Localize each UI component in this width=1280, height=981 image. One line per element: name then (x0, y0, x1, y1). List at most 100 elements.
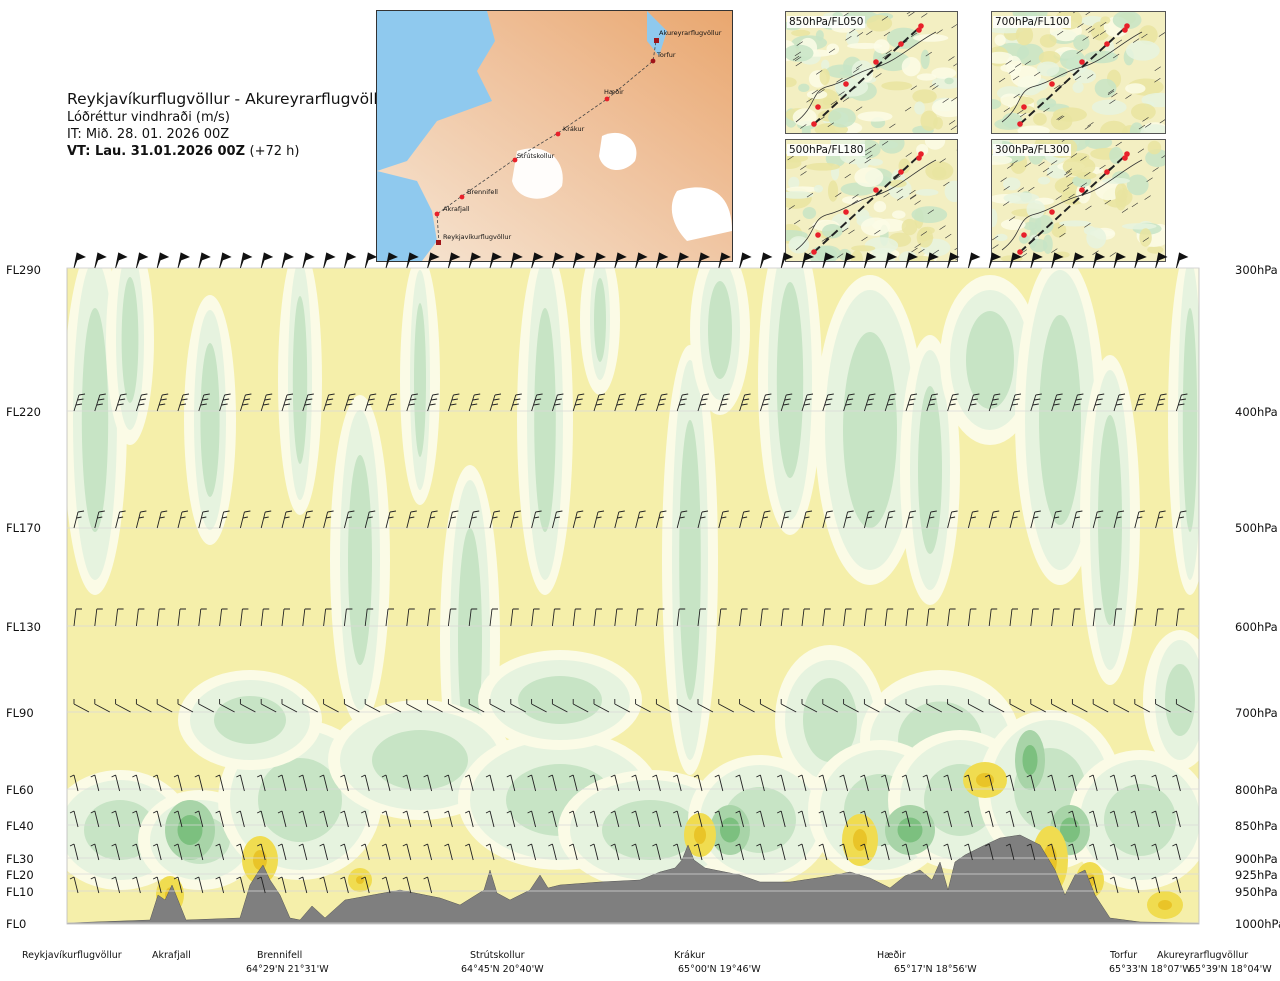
wind-barb (884, 510, 896, 529)
panel-contour (886, 27, 921, 49)
wind-barb (173, 774, 183, 792)
wind-barb (132, 774, 141, 792)
panel-barb (1158, 32, 1165, 37)
panel-contour (1121, 223, 1157, 230)
wind-barb (860, 843, 869, 861)
panel-route-point (1104, 169, 1110, 175)
panel-barb (852, 194, 859, 199)
wind-barb (468, 608, 478, 627)
panel-route-point (918, 23, 924, 29)
wind-barb (1030, 510, 1041, 529)
panel-barb (1115, 141, 1122, 147)
panel-barb (1063, 187, 1070, 192)
panel-barb (845, 36, 852, 41)
wind-barb (776, 774, 786, 792)
panel-barb (825, 235, 832, 240)
wind-barb (427, 699, 443, 713)
wind-barb (1071, 608, 1081, 627)
wind-flag (1176, 252, 1189, 269)
wind-flag (822, 252, 835, 269)
wind-barb (239, 510, 251, 529)
panel-barb (921, 13, 928, 18)
panel-barb (1076, 49, 1083, 54)
panel-barb (800, 124, 807, 129)
panel-barb (894, 175, 901, 180)
panel-barb (1056, 115, 1063, 120)
coord-haedir: 65°17'N 18°56'W (894, 964, 977, 975)
panel-barb (1131, 202, 1139, 208)
panel-contour (873, 201, 887, 213)
panel-contour (786, 191, 814, 199)
wind-barb (822, 510, 833, 529)
wind-barb (302, 510, 313, 529)
wind-flag (635, 252, 648, 269)
wind-barb (298, 774, 308, 792)
panel-barb (1042, 167, 1050, 173)
wind-flag (344, 252, 357, 269)
panel-barb (1017, 187, 1024, 192)
panel-barb (1154, 66, 1161, 72)
panel-barb (1085, 12, 1091, 16)
wind-barb (135, 510, 147, 529)
panel-barb (828, 48, 836, 53)
wind-barb (360, 774, 370, 792)
wind-barb (364, 510, 376, 529)
wind-barb (527, 843, 537, 861)
wind-barb (843, 699, 859, 713)
wind-barb (905, 393, 918, 412)
wind-flag (156, 252, 170, 269)
wind-barb (427, 608, 436, 627)
panel-barb (874, 229, 881, 235)
vertical-velocity-contour (518, 676, 602, 724)
panel-barb (910, 32, 918, 38)
panel-barb (1065, 172, 1073, 178)
panel-barb (1088, 28, 1095, 33)
wind-barb (1005, 774, 1015, 792)
wind-barb (652, 843, 661, 861)
wind-barb (822, 699, 839, 713)
wind-barb (156, 608, 166, 627)
wind-barb (115, 699, 131, 713)
p400-label: 400hPa (1235, 405, 1278, 419)
panel-barb (885, 49, 892, 55)
panel-barb (848, 229, 855, 235)
panel-contour (792, 108, 817, 127)
wind-barb (323, 608, 332, 627)
wind-barb (714, 843, 724, 861)
wind-barb (988, 608, 998, 627)
wind-barb (485, 843, 495, 861)
panel-barb (1014, 63, 1022, 68)
panel-barb (1024, 60, 1032, 66)
panel-barb (837, 253, 844, 258)
panel-barb (1146, 177, 1153, 183)
panel-contour (901, 57, 921, 77)
panel-contour (1145, 149, 1165, 168)
wind-barb (319, 774, 329, 792)
wind-barb (215, 810, 225, 828)
panel-contour (1062, 156, 1096, 177)
panel-barb (951, 24, 957, 29)
panel-contour (1016, 43, 1045, 66)
panel-contour (786, 77, 797, 88)
panel-barb (1024, 162, 1032, 167)
wind-barb (256, 843, 266, 861)
panel-barb (948, 56, 955, 61)
wind-barb (718, 393, 730, 412)
wind-barb (343, 608, 353, 627)
panel-barb (1121, 208, 1129, 213)
panel-barb (865, 150, 872, 156)
wind-barb (967, 608, 977, 627)
vertical-velocity-contour (776, 282, 804, 478)
wind-flag (884, 252, 898, 269)
wind-barb (551, 393, 564, 412)
panel-barb (800, 171, 807, 176)
wind-barb (1113, 608, 1122, 627)
panel-contour (944, 180, 957, 203)
wind-barb (1026, 843, 1036, 861)
wind-barb (822, 393, 834, 412)
wind-barb (1068, 774, 1077, 792)
wind-barb (510, 510, 521, 529)
panel-contour (805, 162, 840, 171)
wind-barb (880, 810, 890, 828)
wind-barb (1175, 510, 1187, 529)
